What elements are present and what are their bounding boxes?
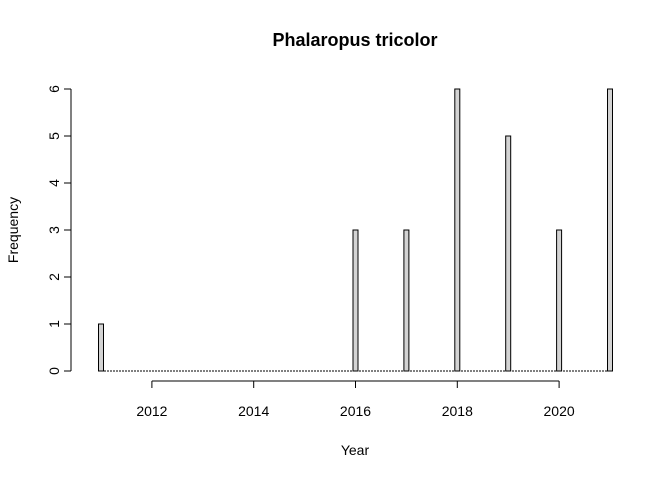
x-tick-label-2016: 2016 — [340, 403, 371, 419]
bar-2016 — [352, 229, 359, 372]
chart-title: Phalaropus tricolor — [272, 30, 437, 50]
y-tick-label-6: 6 — [46, 85, 62, 93]
x-tick-label-2014: 2014 — [238, 403, 269, 419]
bar-2021 — [607, 88, 613, 372]
bar-2018 — [454, 88, 461, 372]
x-tick-label-2018: 2018 — [442, 403, 473, 419]
x-tick-label-2012: 2012 — [136, 403, 167, 419]
y-axis: 0 1 2 3 4 5 6 — [46, 85, 72, 375]
y-axis-label: Frequency — [5, 197, 21, 263]
bar-2017 — [403, 229, 410, 372]
y-tick-label-2: 2 — [46, 273, 62, 281]
x-axis-label: Year — [341, 442, 370, 458]
y-tick-label-1: 1 — [46, 320, 62, 328]
bars-group — [98, 88, 613, 372]
bar-2011 — [98, 323, 104, 372]
bar-2020 — [556, 229, 563, 372]
y-tick-label-4: 4 — [46, 179, 62, 187]
y-tick-label-0: 0 — [46, 367, 62, 375]
y-tick-label-3: 3 — [46, 226, 62, 234]
y-tick-label-5: 5 — [46, 132, 62, 140]
x-axis: 2012 2014 2016 2018 2020 — [136, 380, 575, 419]
bar-2019 — [505, 135, 512, 372]
x-tick-label-2020: 2020 — [544, 403, 575, 419]
